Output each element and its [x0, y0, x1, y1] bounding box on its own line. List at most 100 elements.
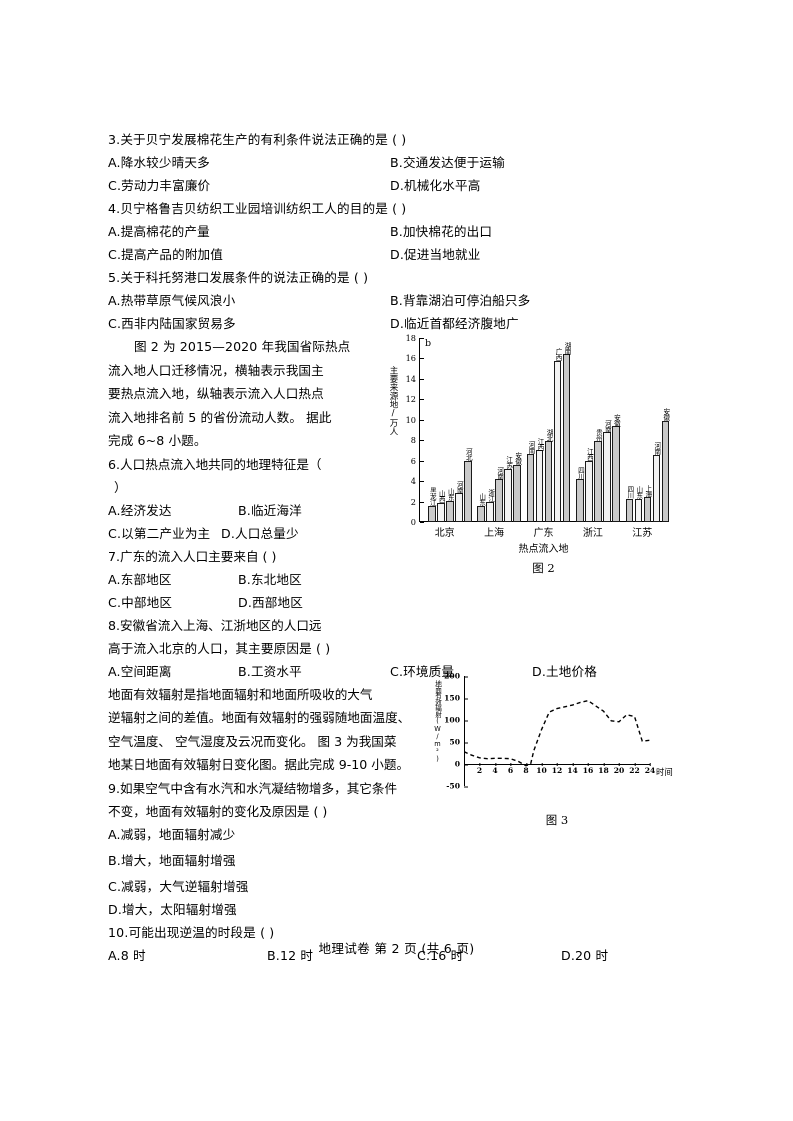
q6-option-a[interactable]: A.经济发达 [108, 502, 172, 518]
figure-2-bar-label: 四川 [576, 466, 585, 480]
q8-option-a[interactable]: A.空间距离 [108, 663, 172, 679]
q4-option-c[interactable]: C.提高产品的附加值 [108, 247, 224, 262]
question-3-options: A.降水较少晴天多 B.交通发达便于运输 [108, 151, 700, 174]
figure-3-x-tick: 2 [476, 762, 483, 775]
figure-2-category-label: 北京 [434, 528, 455, 539]
q10-option-a[interactable]: A.8 时 [108, 947, 146, 963]
figure-2-bar-label: 河南 [455, 480, 464, 494]
q5-option-b[interactable]: B.背靠湖泊可停泊船只多 [390, 293, 531, 308]
figure-2-corner-mark: b [425, 338, 432, 349]
q3-option-b[interactable]: B.交通发达便于运输 [390, 155, 505, 170]
question-9-option-c-row: C.减弱，大气逆辐射增强 [108, 875, 700, 898]
question-9-option-a-row: A.减弱，地面辐射减少 [108, 823, 700, 846]
figure-2-category-label: 江苏 [632, 528, 653, 539]
q10-option-c[interactable]: C.16 时 [417, 947, 464, 963]
figure-3-y-axis-line [464, 676, 466, 786]
q5-option-a[interactable]: A.热带草原气候风浪小 [108, 293, 236, 308]
q9-option-c[interactable]: C.减弱，大气逆辐射增强 [108, 878, 249, 894]
figure-2-bar: 山东 [446, 488, 454, 522]
figure-3-x-tick: 10 [536, 762, 547, 775]
q6-option-d[interactable]: D.人口总量少 [221, 525, 299, 541]
q5-option-d[interactable]: D.临近首都经济腹地广 [390, 316, 519, 331]
q6-option-c[interactable]: C.以第二产业为主 [108, 525, 211, 541]
figure-2-bar-label: 湖北 [545, 428, 554, 442]
question-6-stem-line-2: ） [114, 479, 127, 495]
passage-1-line-3: 要热点流入地，纵轴表示流入人口热点 [108, 386, 324, 401]
figure-2-bar: 河南 [455, 481, 463, 522]
figure-2-bar: 安徽 [513, 452, 522, 522]
q7-option-a[interactable]: A.东部地区 [108, 571, 172, 587]
figure-3-x-tick: 22 [629, 762, 640, 775]
figure-2-bar: 山东 [477, 493, 486, 522]
figure-3-series-path [464, 699, 651, 767]
figure-2-bar: 四川 [576, 467, 584, 522]
q3-option-a[interactable]: A.降水较少晴天多 [108, 155, 210, 170]
figure-2-bar-group: 四川 江西 贵州 河南 安徽 [576, 338, 620, 522]
q7-option-b[interactable]: B.东北地区 [238, 571, 302, 587]
figure-2-bar-group: 四川 山东 上海 河南 安徽 [625, 338, 670, 522]
question-9-stem-line-1: 9.如果空气中含有水汽和水汽凝结物增多，其它条件 [108, 780, 398, 796]
figure-3-y-tick: -50 [446, 782, 468, 791]
q4-option-b[interactable]: B.加快棉花的出口 [390, 224, 493, 239]
q9-option-b[interactable]: B.增大，地面辐射增强 [108, 852, 236, 868]
figure-2-bar-group: 黑龙江 山西 山东 河南 河北 [428, 338, 472, 522]
figure-2-y-tick: 10 [406, 415, 425, 425]
q9-option-d[interactable]: D.增大，太阳辐射增强 [108, 901, 237, 917]
question-6-stem-line-1: 6.人口热点流入地共同的地理特征是（ [108, 456, 322, 472]
figure-3-x-axis-title: 时间 [656, 767, 673, 777]
figure-2-bar-group: 山东 浙江 河南 江苏 安徽 [477, 338, 522, 522]
figure-2-bar-label: 河南 [603, 419, 612, 433]
figure-2-bar-label: 安徽 [661, 408, 670, 421]
q3-option-c[interactable]: C.劳动力丰富廉价 [108, 178, 211, 193]
figure-2-bar: 湖北 [544, 429, 553, 522]
figure-2-y-tick: 12 [406, 394, 425, 404]
figure-2-bar: 黑龙江 [428, 487, 436, 522]
figure-2-bar: 河南 [603, 420, 611, 522]
q8-option-d[interactable]: D.土地价格 [532, 663, 597, 679]
q10-option-b[interactable]: B.12 时 [267, 947, 314, 963]
figure-2-bar-label: 浙江 [486, 489, 495, 502]
q4-option-d[interactable]: D.促进当地就业 [390, 247, 481, 262]
question-5-stem: 5.关于科托努港口发展条件的说法正确的是 ( ) [108, 270, 369, 285]
figure-2-bar-label: 山东 [446, 488, 455, 501]
q5-option-c[interactable]: C.西非内陆国家贸易多 [108, 316, 236, 331]
figure-2-bar-label: 贵州 [594, 428, 603, 442]
figure-2-bar: 江西 [535, 438, 544, 522]
q6-option-b[interactable]: B.临近海洋 [238, 502, 302, 518]
question-10-options: A.8 时 B.12 时 C.16 时 D.20 时 [108, 944, 700, 967]
q3-option-d[interactable]: D.机械化水平高 [390, 178, 481, 193]
question-3-stem: 3.关于贝宁发展棉花生产的有利条件说法正确的是 ( ) [108, 132, 407, 147]
question-4-options-2: C.提高产品的附加值 D.促进当地就业 [108, 243, 700, 266]
passage-1: 图 2 为 2015—2020 年我国省际热点 流入地人口迁移情况，横轴表示我国… [108, 335, 396, 453]
question-5-options: A.热带草原气候风浪小 B.背靠湖泊可停泊船只多 [108, 289, 700, 312]
figure-3-x-tick: 16 [582, 762, 594, 775]
figure-2-bar-label: 江苏 [504, 456, 513, 469]
figure-2-y-tick: 4 [411, 476, 424, 486]
question-8-stem-line-1: 8.安徽省流入上海、江浙地区的人口远 [108, 617, 322, 633]
question-4-stem: 4.贝宁格鲁吉贝纺织工业园培训纺织工人的目的是 ( ) [108, 201, 407, 216]
figure-3-y-tick: 50 [449, 738, 468, 747]
question-6-options-2: C.以第二产业为主 D.人口总量少 [108, 522, 700, 545]
figure-3-y-tick: 100 [444, 716, 468, 725]
q8-option-b[interactable]: B.工资水平 [238, 663, 302, 679]
figure-3-x-tick: 18 [598, 762, 609, 775]
q7-option-d[interactable]: D.西部地区 [238, 594, 303, 610]
q9-option-a[interactable]: A.减弱，地面辐射减少 [108, 826, 236, 842]
figure-2-bar-label: 江西 [536, 438, 545, 451]
figure-2-x-axis-title: 热点流入地 [518, 544, 569, 555]
question-4-options: A.提高棉花的产量 B.加快棉花的出口 [108, 220, 700, 243]
figure-2-bar-label: 江西 [585, 448, 594, 461]
figure-2-category-label: 广东 [533, 528, 554, 539]
passage-1-line-2: 流入地人口迁移情况，横轴表示我国主 [108, 362, 324, 378]
figure-2-bar: 江苏 [504, 456, 513, 522]
figure-2-bar-label: 安徽 [513, 452, 522, 465]
figure-2-bar-group: 河南 江西 湖北 广西 湖南 [526, 338, 571, 522]
q7-option-c[interactable]: C.中部地区 [108, 594, 173, 610]
q4-option-a[interactable]: A.提高棉花的产量 [108, 224, 210, 239]
figure-2-bar-label: 河北 [464, 448, 473, 461]
q8-option-c[interactable]: C.环境质量 [390, 663, 455, 679]
q10-option-d[interactable]: D.20 时 [561, 947, 609, 963]
figure-2-bar: 河北 [464, 448, 472, 522]
figure-3-x-tick: 12 [551, 762, 563, 775]
